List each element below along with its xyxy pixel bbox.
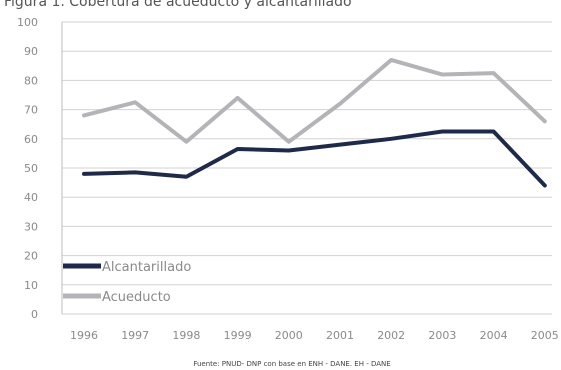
series-line-alcantarillado <box>82 129 547 188</box>
legend-label: Alcantarillado <box>102 260 191 275</box>
x-tick-label: 1998 <box>172 329 200 342</box>
x-tick-label: 1999 <box>224 329 252 342</box>
y-tick-label: 20 <box>24 250 38 263</box>
grid-lines <box>61 21 552 315</box>
x-tick-label: 2003 <box>428 329 456 342</box>
x-tick-label: 2000 <box>275 329 303 342</box>
legend: Alcantarillado Acueducto <box>63 260 191 305</box>
x-tick-label: 2004 <box>480 329 508 342</box>
x-tick-label: 2001 <box>326 329 354 342</box>
header-label: Figura 1. Cobertura de acueducto y alcan… <box>4 0 352 10</box>
x-axis-ticks: 1996 1997 1998 1999 2000 2001 2002 2003 2004 2005 <box>70 329 559 342</box>
y-tick-label: 0 <box>31 308 38 321</box>
chart-header-text: Figura 1. Cobertura de acueducto y alcan… <box>0 0 561 14</box>
y-tick-label: 100 <box>17 16 38 29</box>
y-tick-label: 40 <box>24 191 38 204</box>
y-tick-label: 80 <box>24 74 38 87</box>
y-axis-ticks: 0 10 20 30 40 50 60 70 80 90 100 <box>17 16 38 321</box>
series-line-acueducto <box>82 57 547 144</box>
x-tick-label: 2002 <box>377 329 405 342</box>
x-tick-label: 1997 <box>121 329 149 342</box>
x-tick-label: 2005 <box>531 329 559 342</box>
series-lines <box>82 57 547 188</box>
y-tick-label: 70 <box>24 104 38 117</box>
x-tick-label: 1996 <box>70 329 98 342</box>
y-tick-label: 90 <box>24 45 38 58</box>
y-tick-label: 60 <box>24 133 38 146</box>
source-note: Fuente: PNUD- DNP con base en ENH - DANE… <box>193 360 390 368</box>
legend-label: Acueducto <box>102 290 171 305</box>
y-tick-label: 50 <box>24 162 38 175</box>
y-tick-label: 30 <box>24 220 38 233</box>
y-tick-label: 10 <box>24 279 38 292</box>
